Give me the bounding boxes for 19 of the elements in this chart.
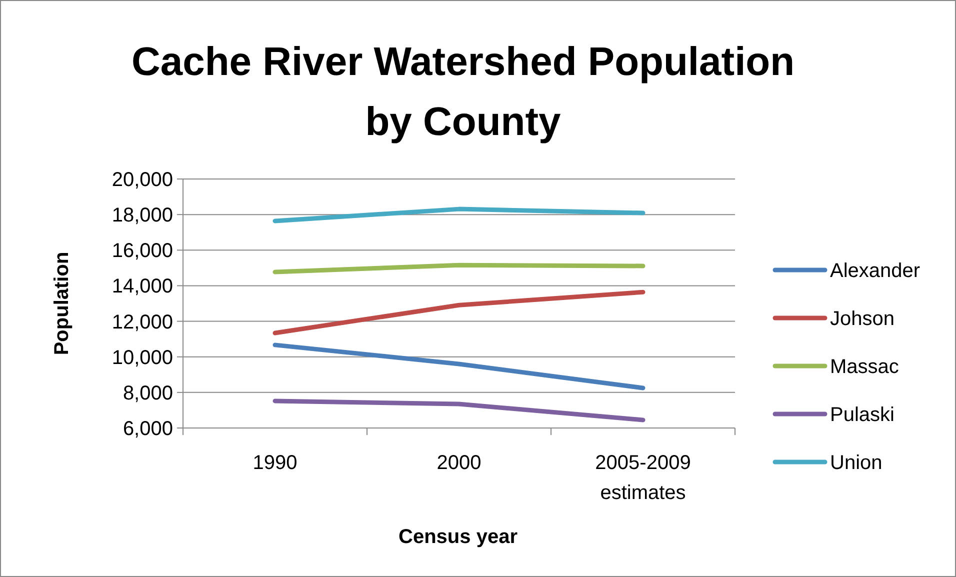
x-tick-label: 2000 bbox=[436, 452, 482, 474]
legend-label: Massac bbox=[830, 356, 899, 378]
y-tick-label: 20,000 bbox=[112, 169, 173, 191]
y-tick-label: 12,000 bbox=[112, 311, 173, 334]
y-tick-label: 8,000 bbox=[122, 382, 173, 404]
y-axis-title: Population bbox=[51, 252, 73, 356]
legend-label: Johson bbox=[830, 308, 894, 330]
x-tick-label: 2005-2009 estimates bbox=[595, 452, 691, 504]
chart-title: Cache River Watershed Population by County bbox=[131, 40, 795, 144]
y-tick-label: 18,000 bbox=[112, 204, 173, 227]
x-tick-label: 1990 bbox=[252, 452, 298, 474]
y-tick-label: 6,000 bbox=[122, 418, 173, 440]
x-axis-title: Census year bbox=[398, 526, 518, 548]
y-tick-label: 10,000 bbox=[112, 346, 173, 369]
legend-label: Pulaski bbox=[830, 404, 894, 426]
legend-label: Alexander bbox=[830, 260, 920, 282]
y-tick-label: 14,000 bbox=[112, 276, 173, 298]
y-tick-label: 16,000 bbox=[112, 240, 173, 262]
legend-label: Union bbox=[830, 452, 882, 474]
